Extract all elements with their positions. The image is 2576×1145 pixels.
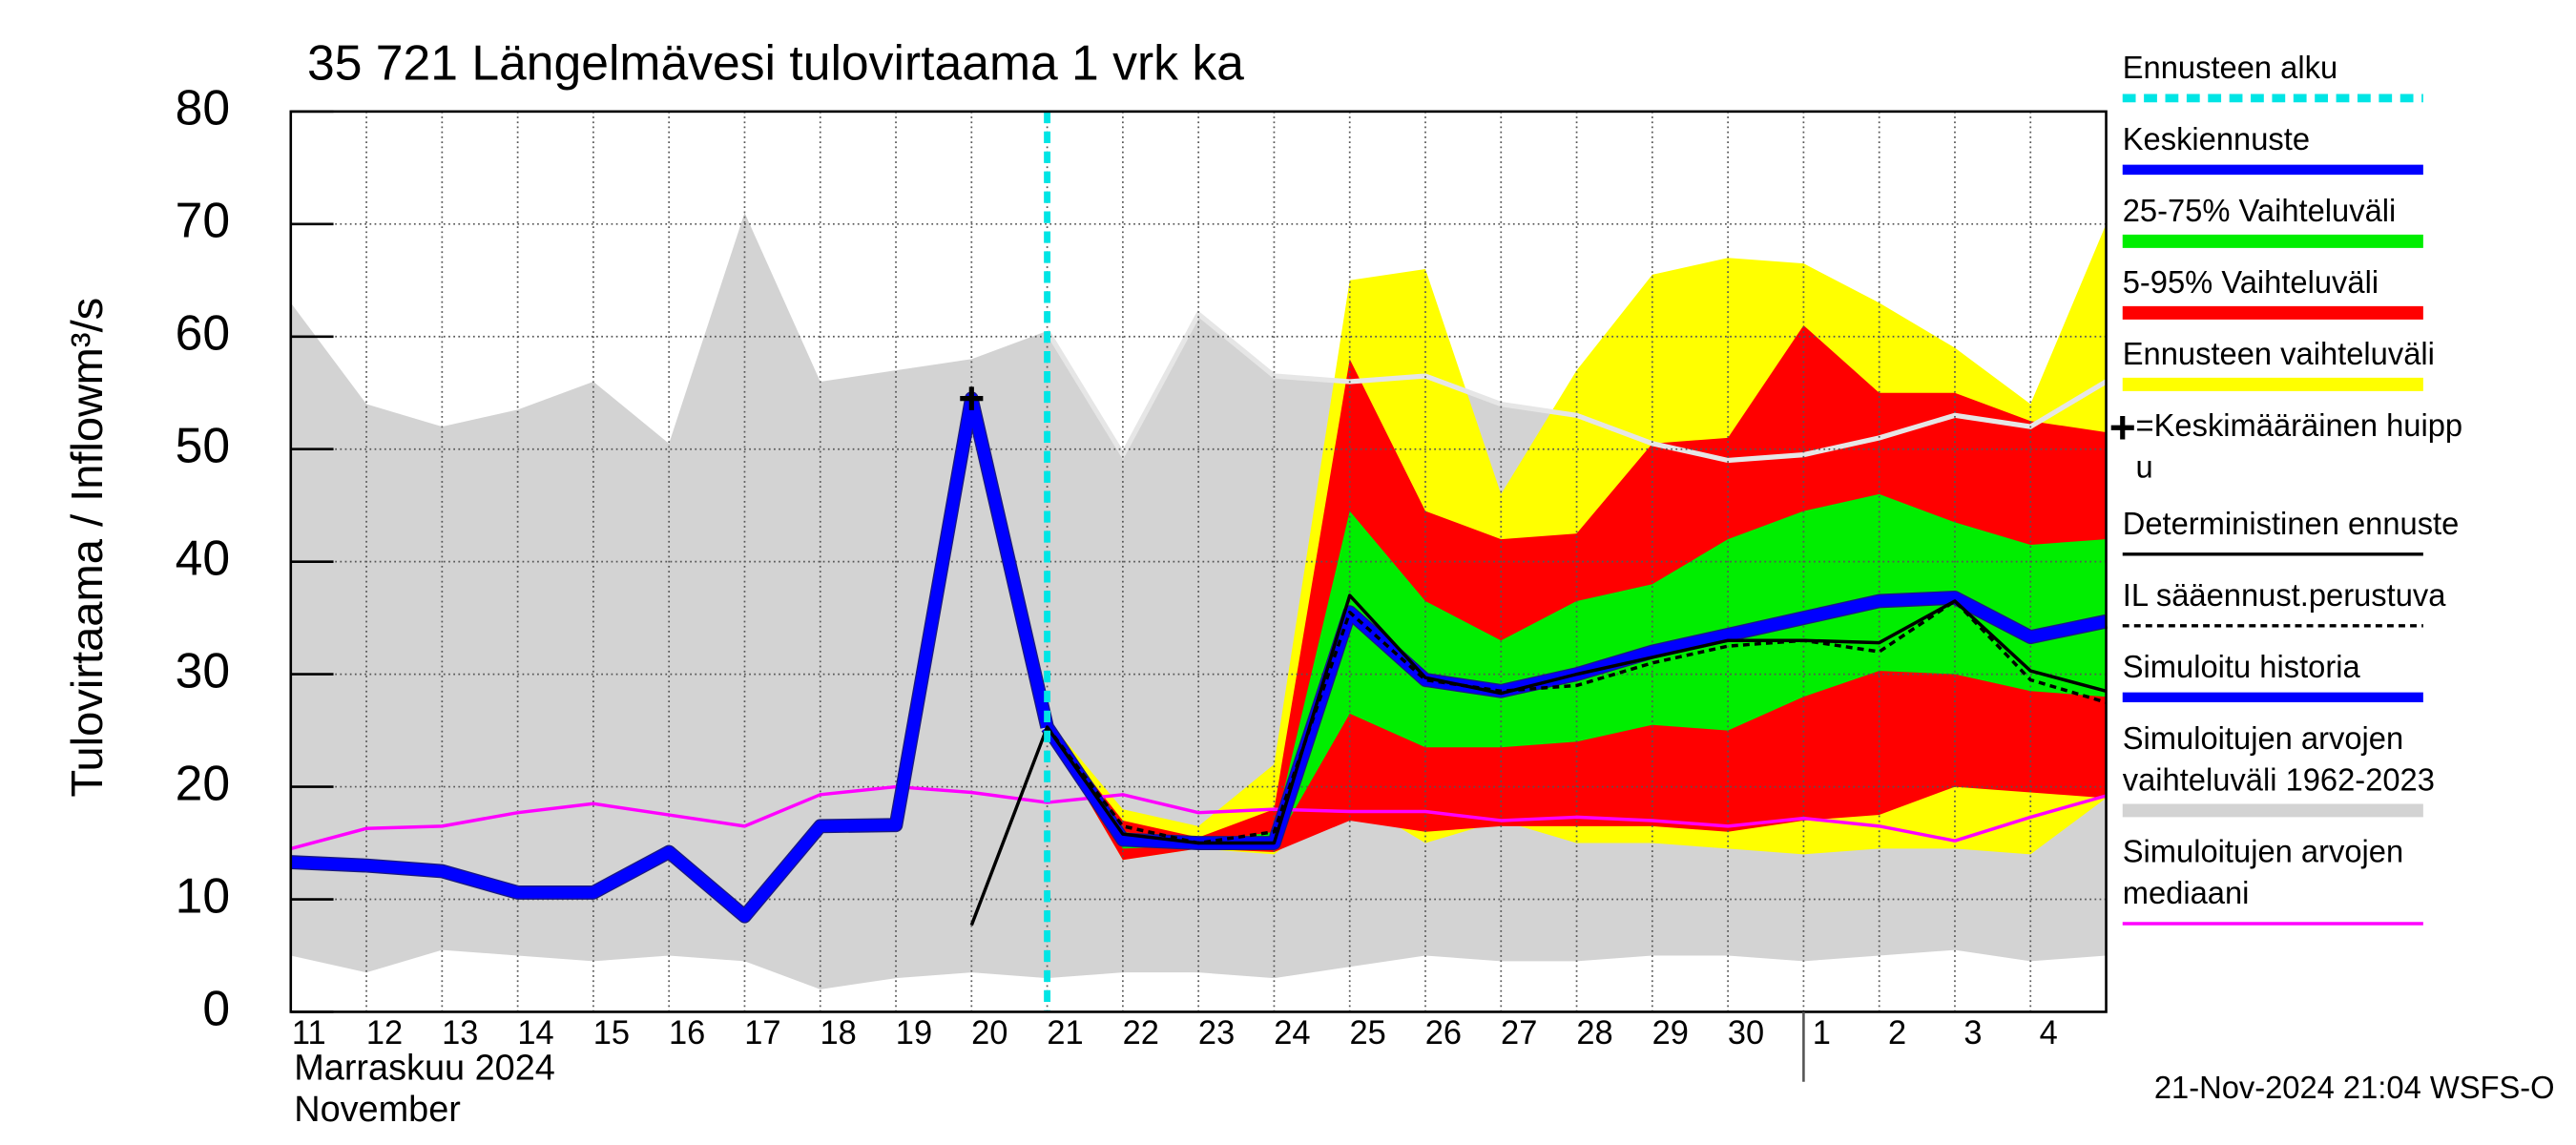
legend-label: Ennusteen alku — [2123, 50, 2337, 85]
y-tick-label: 40 — [176, 531, 230, 586]
month-label: November — [294, 1089, 461, 1130]
legend-label: 25-75% Vaihteluväli — [2123, 193, 2397, 228]
x-tick-label: 14 — [517, 1015, 553, 1051]
x-tick-label: 1 — [1813, 1015, 1831, 1051]
legend-label: Ennusteen vaihteluväli — [2123, 336, 2435, 371]
legend-label: vaihteluväli 1962-2023 — [2123, 761, 2435, 797]
y-tick-label: 20 — [176, 756, 230, 811]
month-label: Marraskuu 2024 — [294, 1047, 555, 1088]
band-upper-edge — [1045, 310, 2108, 464]
x-tick-label: 21 — [1047, 1015, 1083, 1051]
line — [1046, 599, 2108, 845]
plot-area — [289, 110, 2108, 1082]
legend-label: Deterministinen ennuste — [2123, 506, 2460, 541]
line — [290, 784, 2107, 851]
timestamp: 21-Nov-2024 21:04 WSFS-O — [2154, 1070, 2555, 1105]
line — [969, 593, 2107, 926]
x-tick-label: 23 — [1198, 1015, 1235, 1051]
x-tick-label: 27 — [1501, 1015, 1537, 1051]
x-tick-label: 3 — [1963, 1015, 1982, 1051]
x-tick-label: 15 — [593, 1015, 630, 1051]
x-tick-label: 26 — [1425, 1015, 1462, 1051]
legend-label: Simuloitujen arvojen — [2123, 720, 2403, 756]
legend-label: u — [2136, 448, 2153, 484]
y-tick-label: 0 — [202, 981, 230, 1036]
y-tick-label: 30 — [176, 643, 230, 698]
x-tick-label: 19 — [896, 1015, 932, 1051]
x-tick-label: 25 — [1350, 1015, 1386, 1051]
legend-label: Simuloitujen arvojen — [2123, 833, 2403, 868]
x-tick-label: 29 — [1652, 1015, 1689, 1051]
legend-label: 5-95% Vaihteluväli — [2123, 264, 2379, 300]
x-tick-label: 24 — [1274, 1015, 1310, 1051]
line — [290, 392, 1053, 923]
legend-label: Simuloitu historia — [2123, 649, 2361, 684]
y-tick-label: 80 — [176, 80, 230, 135]
x-tick-label: 28 — [1576, 1015, 1612, 1051]
legend-label: Keskiennuste — [2123, 121, 2310, 156]
y-tick-label: 70 — [176, 193, 230, 248]
x-tick-label: 18 — [821, 1015, 857, 1051]
y-tick-label: 50 — [176, 418, 230, 473]
x-tick-label: 22 — [1123, 1015, 1159, 1051]
y-axis-label: Tulovirtaama / Inflow — [62, 385, 112, 798]
x-tick-label: 20 — [971, 1015, 1008, 1051]
plot-frame — [289, 110, 2108, 1013]
legend-label: =Keskimääräinen huipp — [2136, 407, 2463, 443]
x-tick-label: 30 — [1728, 1015, 1764, 1051]
peak-marker — [960, 386, 984, 410]
x-tick-label: 17 — [744, 1015, 780, 1051]
x-tick-label: 16 — [669, 1015, 705, 1051]
legend-label: mediaani — [2123, 875, 2250, 910]
chart-title: 35 721 Längelmävesi tulovirtaama 1 vrk k… — [307, 35, 1244, 91]
x-tick-label: 11 — [292, 1015, 326, 1051]
legend-symbol — [2110, 416, 2134, 440]
x-tick-label: 2 — [1888, 1015, 1906, 1051]
y-axis-unit: m³/s — [62, 298, 112, 385]
legend-label: IL sääennust.perustuva — [2123, 577, 2446, 613]
x-tick-label: 4 — [2040, 1015, 2058, 1051]
y-tick-label: 60 — [176, 305, 230, 361]
x-tick-label: 12 — [366, 1015, 403, 1051]
x-tick-label: 13 — [442, 1015, 478, 1051]
y-tick-label: 10 — [176, 868, 230, 924]
